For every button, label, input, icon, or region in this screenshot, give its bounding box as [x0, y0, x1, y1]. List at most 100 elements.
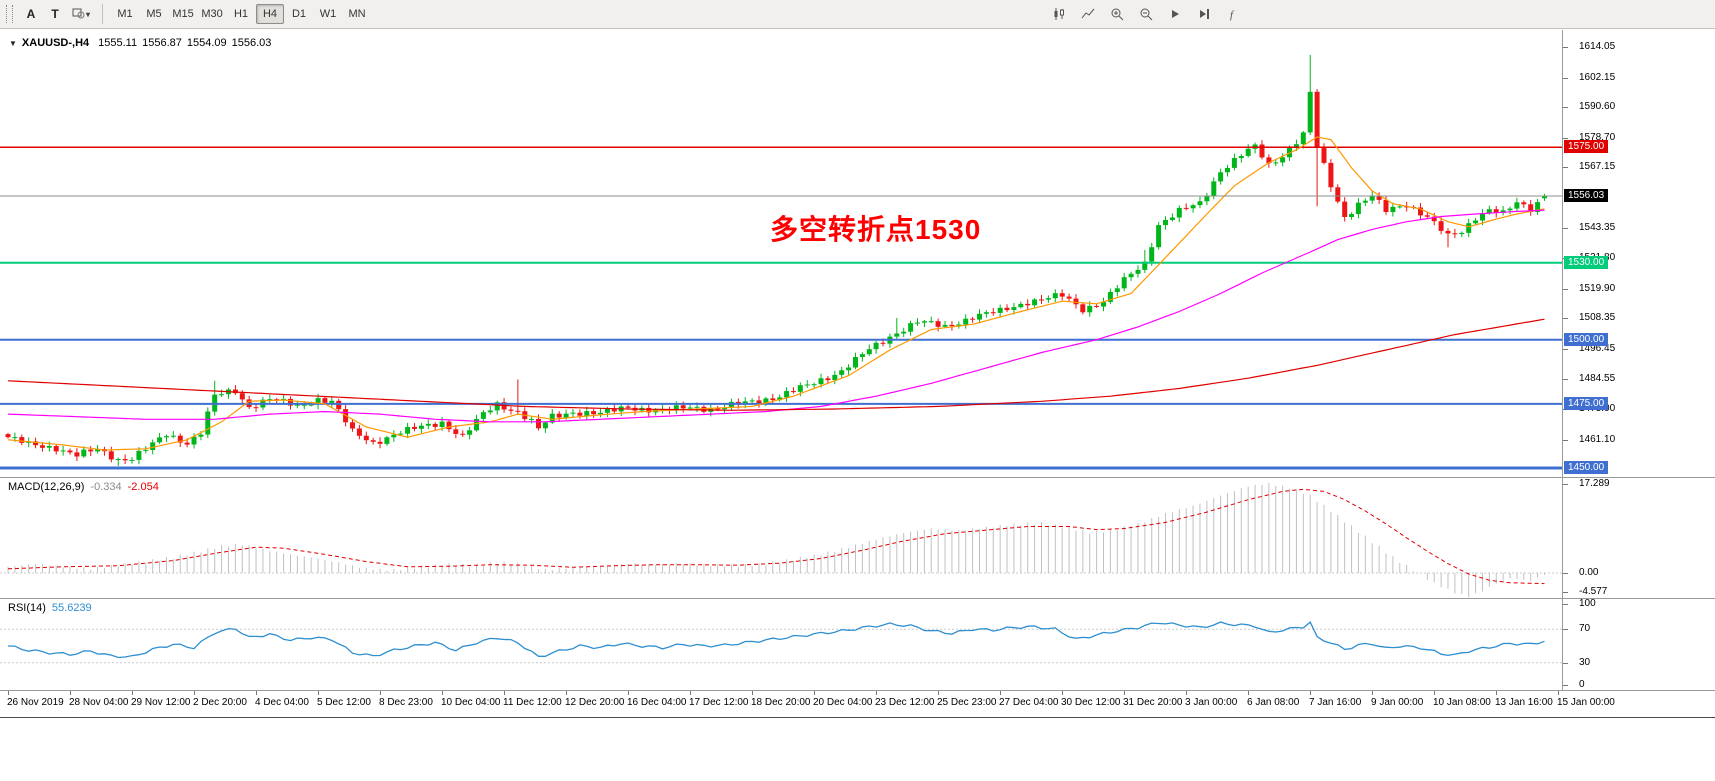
chart-shift-icon[interactable] [1193, 4, 1215, 24]
axis-tick [1563, 604, 1568, 606]
price-axis[interactable]: 1614.05 1602.15 1590.60 1578.70 1567.15 1543.… [1562, 30, 1715, 717]
time-axis-tick [1124, 691, 1125, 695]
ohlc-open: 1555.11 [98, 37, 138, 49]
toolbar: A T ▾ M1 M5 M15 M30 H1 H4 D1 W1 MN f [0, 0, 1715, 29]
timeframe-toolbar: M1 M5 M15 M30 H1 H4 D1 W1 MN [111, 4, 371, 24]
macd-label: MACD(12,26,9) -0.334 -2.054 [8, 481, 159, 493]
axis-tick [1563, 137, 1568, 139]
price-level-badge: 1475.00 [1564, 396, 1609, 410]
line-chart-icon[interactable] [1077, 4, 1099, 24]
time-axis-label: 30 Dec 12:00 [1061, 697, 1121, 708]
rsi-label: RSI(14) 55.6239 [8, 602, 92, 614]
time-axis-tick [1062, 691, 1063, 695]
time-axis-label: 2 Dec 20:00 [193, 697, 247, 708]
axis-tick [1563, 348, 1568, 350]
macd-main-value: -0.334 [90, 481, 122, 493]
text-label-tool-button[interactable]: T [44, 4, 66, 25]
time-axis-label: 31 Dec 20:00 [1123, 697, 1183, 708]
time-axis-label: 3 Jan 00:00 [1185, 697, 1238, 708]
time-axis-label: 23 Dec 12:00 [875, 697, 935, 708]
chart-text-annotation[interactable]: 多空转折点1530 [770, 214, 982, 245]
price-level-badge: 1450.00 [1564, 461, 1609, 475]
pane-divider[interactable] [0, 690, 1715, 691]
macd-axis-label: 0.00 [1579, 566, 1599, 578]
axis-tick [1563, 77, 1568, 79]
ohlc-close: 1556.03 [231, 37, 272, 49]
time-axis-label: 9 Jan 00:00 [1371, 697, 1424, 708]
time-axis-tick [504, 691, 505, 695]
zoom-out-icon[interactable] [1135, 4, 1157, 24]
auto-scroll-icon[interactable] [1164, 4, 1186, 24]
time-axis[interactable]: 26 Nov 2019 28 Nov 04:00 29 Nov 12:00 2 Dec… [0, 691, 1715, 717]
zoom-in-icon[interactable] [1106, 4, 1128, 24]
price-axis-label: 1567.15 [1579, 161, 1616, 173]
axis-tick [1563, 318, 1568, 320]
time-axis-label: 20 Dec 04:00 [813, 697, 873, 708]
pane-divider[interactable] [0, 598, 1715, 599]
toolbar-drag-handle[interactable] [6, 5, 13, 23]
price-axis-label: 1602.15 [1579, 71, 1616, 83]
timeframe-button-m15[interactable]: M15 [169, 4, 197, 24]
rsi-axis-label: 100 [1579, 598, 1596, 610]
time-axis-label: 29 Nov 12:00 [131, 697, 191, 708]
time-axis-label: 16 Dec 04:00 [627, 697, 687, 708]
time-axis-tick [1310, 691, 1311, 695]
time-axis-label: 6 Jan 08:00 [1247, 697, 1300, 708]
price-axis-label: 1519.90 [1579, 282, 1616, 294]
svg-text:f: f [1230, 9, 1235, 21]
timeframe-button-w1[interactable]: W1 [314, 4, 342, 24]
time-axis-tick [1372, 691, 1373, 695]
macd-axis-label: -4.577 [1579, 586, 1608, 597]
time-axis-tick [8, 691, 9, 695]
toolbar-separator [102, 4, 104, 24]
candlestick-chart-icon[interactable] [1048, 4, 1070, 24]
timeframe-button-mn[interactable]: MN [343, 4, 371, 24]
chart-menu-icon[interactable]: ▼ [9, 38, 17, 48]
current-price-badge: 1556.03 [1564, 188, 1609, 202]
time-axis-label: 26 Nov 2019 [7, 697, 64, 708]
timeframe-button-m30[interactable]: M30 [198, 4, 226, 24]
time-axis-tick [318, 691, 319, 695]
time-axis-tick [1496, 691, 1497, 695]
chart-canvas[interactable] [0, 30, 1562, 690]
time-axis-label: 15 Jan 00:00 [1557, 697, 1615, 708]
time-axis-tick [938, 691, 939, 695]
axis-tick [1563, 228, 1568, 230]
ma-fast-line [7, 136, 1545, 451]
macd-signal-value: -2.054 [127, 481, 159, 493]
macd-histogram [7, 483, 1545, 598]
time-axis-tick [256, 691, 257, 695]
time-axis-tick [380, 691, 381, 695]
symbol-timeframe-label: XAUUSD-,H4 [21, 37, 90, 49]
timeframe-button-m5[interactable]: M5 [140, 4, 168, 24]
text-annotation-tool-button[interactable]: A [20, 4, 42, 25]
time-axis-label: 4 Dec 04:00 [255, 697, 309, 708]
ma-medium-line [7, 209, 1545, 423]
time-axis-label: 10 Jan 08:00 [1433, 697, 1491, 708]
time-axis-tick [1000, 691, 1001, 695]
indicators-icon[interactable]: f [1222, 4, 1244, 24]
time-axis-tick [1248, 691, 1249, 695]
ohlc-low: 1554.09 [186, 37, 227, 49]
time-axis-label: 27 Dec 04:00 [999, 697, 1059, 708]
time-axis-label: 8 Dec 23:00 [379, 697, 433, 708]
time-axis-label: 10 Dec 04:00 [441, 697, 501, 708]
timeframe-button-h4[interactable]: H4 [256, 4, 285, 24]
axis-tick [1563, 47, 1568, 49]
rsi-axis-label: 0 [1579, 679, 1585, 690]
timeframe-button-h1[interactable]: H1 [227, 4, 255, 24]
timeframe-button-m1[interactable]: M1 [111, 4, 139, 24]
timeframe-button-d1[interactable]: D1 [285, 4, 313, 24]
macd-axis-label: 17.289 [1579, 477, 1610, 489]
ohlc-high: 1556.87 [142, 37, 182, 49]
time-axis-label: 7 Jan 16:00 [1309, 697, 1362, 708]
pane-divider[interactable] [0, 477, 1715, 478]
price-axis-label: 1578.70 [1579, 131, 1616, 143]
shapes-tool-button[interactable]: ▾ [68, 4, 94, 25]
price-axis-label: 1614.05 [1579, 41, 1616, 53]
time-axis-label: 25 Dec 23:00 [937, 697, 997, 708]
time-axis-label: 28 Nov 04:00 [69, 697, 129, 708]
price-axis-label: 1543.35 [1579, 222, 1616, 234]
time-axis-tick [1434, 691, 1435, 695]
price-level-badge: 1575.00 [1564, 140, 1609, 154]
